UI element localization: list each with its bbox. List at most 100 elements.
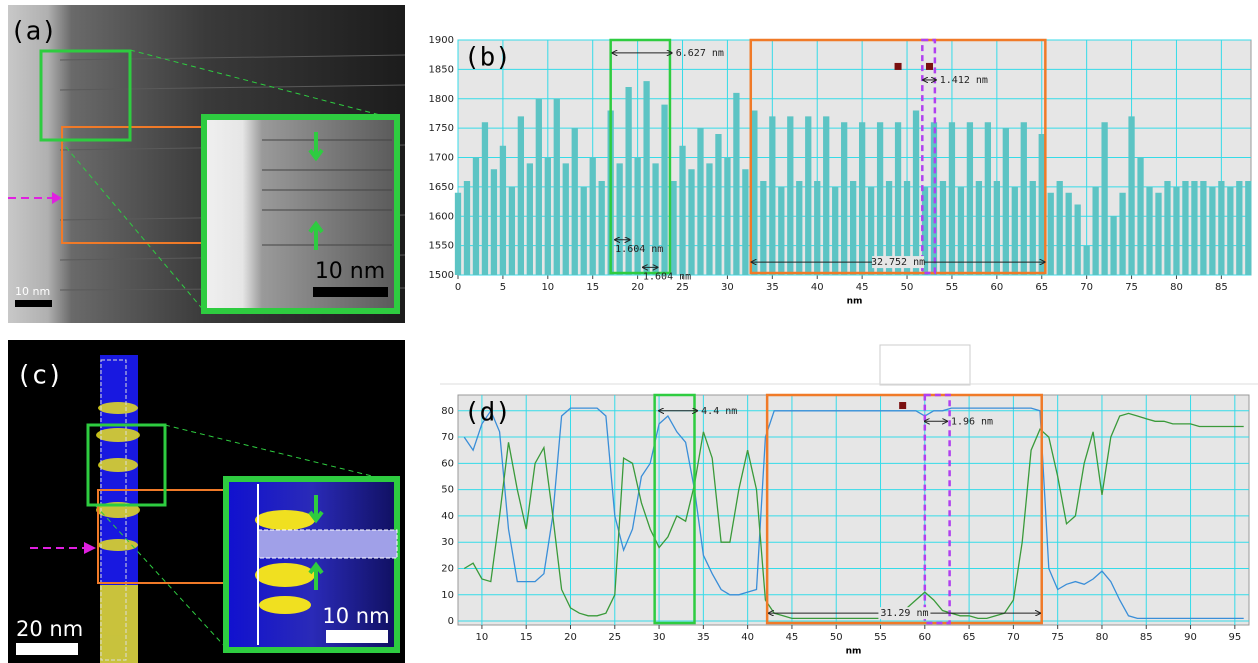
bar bbox=[1083, 245, 1090, 275]
x-tick-label: 80 bbox=[1096, 632, 1109, 643]
bar bbox=[715, 134, 722, 275]
scale-bar-label: 10 nm bbox=[15, 285, 50, 298]
y-tick-label: 40 bbox=[441, 511, 454, 522]
plot-area bbox=[457, 394, 1250, 626]
y-tick-label: 30 bbox=[441, 537, 454, 548]
inset-yellow bbox=[255, 510, 315, 614]
bar bbox=[634, 157, 641, 275]
inset-scale-bar bbox=[313, 287, 388, 297]
bar bbox=[751, 110, 758, 275]
x-tick-label: 80 bbox=[1170, 282, 1183, 293]
bar bbox=[652, 163, 659, 275]
x-tick-label: 40 bbox=[741, 632, 754, 643]
x-axis-label: nm bbox=[847, 297, 863, 307]
zoom-line bbox=[129, 49, 381, 116]
bar bbox=[769, 116, 776, 275]
bar bbox=[885, 181, 893, 275]
bar bbox=[975, 181, 983, 275]
panel-label: (b) bbox=[464, 43, 511, 73]
region-box bbox=[609, 38, 672, 275]
inset bbox=[201, 114, 400, 314]
x-tick-label: 85 bbox=[1140, 632, 1153, 643]
bar bbox=[1029, 181, 1036, 275]
x-tick-label: 70 bbox=[1080, 282, 1093, 293]
annotation: 31.29 nm bbox=[880, 608, 928, 619]
scale-bar-label: 20 nm bbox=[16, 617, 83, 641]
x-tick-label: 35 bbox=[766, 282, 779, 293]
bar bbox=[625, 87, 632, 275]
bar bbox=[1092, 186, 1099, 275]
x-tick-label: 85 bbox=[1215, 282, 1228, 293]
y-tick-label: 1550 bbox=[429, 241, 454, 252]
zoom-line bbox=[164, 424, 381, 479]
bar bbox=[553, 98, 560, 275]
bar bbox=[912, 110, 920, 275]
bar bbox=[984, 122, 992, 275]
green-box bbox=[86, 423, 167, 507]
bar bbox=[679, 145, 686, 275]
green-box bbox=[39, 49, 132, 142]
x-tick-label: 65 bbox=[963, 632, 976, 643]
x-tick-label: 30 bbox=[721, 282, 734, 293]
bar bbox=[1227, 186, 1234, 275]
bar bbox=[508, 186, 516, 275]
x-tick-label: 50 bbox=[901, 282, 914, 293]
bar bbox=[589, 157, 596, 275]
y-tick-label: 1500 bbox=[429, 270, 454, 281]
chart: 10 15 20 25 30 35 40 45 50 55 60 65 70 75 80 85 90 95 0 10 2… bbox=[441, 393, 1250, 657]
bar bbox=[1182, 181, 1189, 275]
bar bbox=[1209, 186, 1216, 275]
panel-label: (d) bbox=[464, 398, 511, 428]
x-tick-label: 75 bbox=[1125, 282, 1138, 293]
x-tick-label: 45 bbox=[856, 282, 869, 293]
bar bbox=[472, 157, 480, 275]
bar bbox=[1164, 181, 1171, 275]
bar bbox=[1047, 192, 1054, 275]
y-tick-label: 50 bbox=[441, 485, 454, 496]
bar bbox=[850, 181, 857, 275]
x-tick-label: 30 bbox=[653, 632, 666, 643]
bar bbox=[616, 163, 623, 275]
annotation: 1.604 nm bbox=[615, 244, 663, 255]
bar bbox=[805, 116, 812, 275]
bar bbox=[823, 116, 830, 275]
y-tick-label: 1650 bbox=[429, 182, 454, 193]
x-tick-label: 55 bbox=[874, 632, 887, 643]
y-tick-label: 80 bbox=[441, 406, 454, 417]
x-tick-label: 25 bbox=[608, 632, 621, 643]
outline bbox=[100, 359, 127, 661]
bar bbox=[1173, 186, 1180, 275]
bar bbox=[643, 81, 650, 275]
x-tick-label: 15 bbox=[520, 632, 533, 643]
bar bbox=[661, 104, 668, 275]
y-tick-label: 1850 bbox=[429, 64, 454, 75]
bar bbox=[1245, 181, 1252, 275]
bar bbox=[948, 122, 956, 275]
bar bbox=[1101, 122, 1108, 275]
bar bbox=[867, 186, 875, 275]
panel-label: (c) bbox=[16, 361, 63, 391]
bar bbox=[1020, 122, 1027, 275]
marker bbox=[894, 62, 902, 70]
panel-a: (a) 10 nm 10 nm bbox=[8, 5, 406, 323]
y-tick-label: 1750 bbox=[429, 123, 454, 134]
y-tick-label: 60 bbox=[441, 458, 454, 469]
bar bbox=[1236, 181, 1243, 275]
x-tick-label: 5 bbox=[500, 282, 506, 293]
y-tick-label: 1600 bbox=[429, 211, 454, 222]
y-tick-label: 1900 bbox=[429, 35, 454, 46]
bar bbox=[706, 163, 713, 275]
x-tick-label: 65 bbox=[1035, 282, 1048, 293]
y-tick-label: 0 bbox=[448, 616, 454, 627]
annotation: 32.752 nm bbox=[871, 257, 925, 268]
bar bbox=[921, 186, 929, 275]
y-tick-label: 20 bbox=[441, 563, 454, 574]
bar bbox=[1218, 181, 1225, 275]
inset-stripes bbox=[262, 139, 392, 246]
label-bg bbox=[878, 607, 931, 620]
x-tick-label: 60 bbox=[990, 282, 1003, 293]
bar bbox=[876, 122, 884, 275]
inset bbox=[223, 476, 400, 653]
bar bbox=[697, 128, 704, 275]
